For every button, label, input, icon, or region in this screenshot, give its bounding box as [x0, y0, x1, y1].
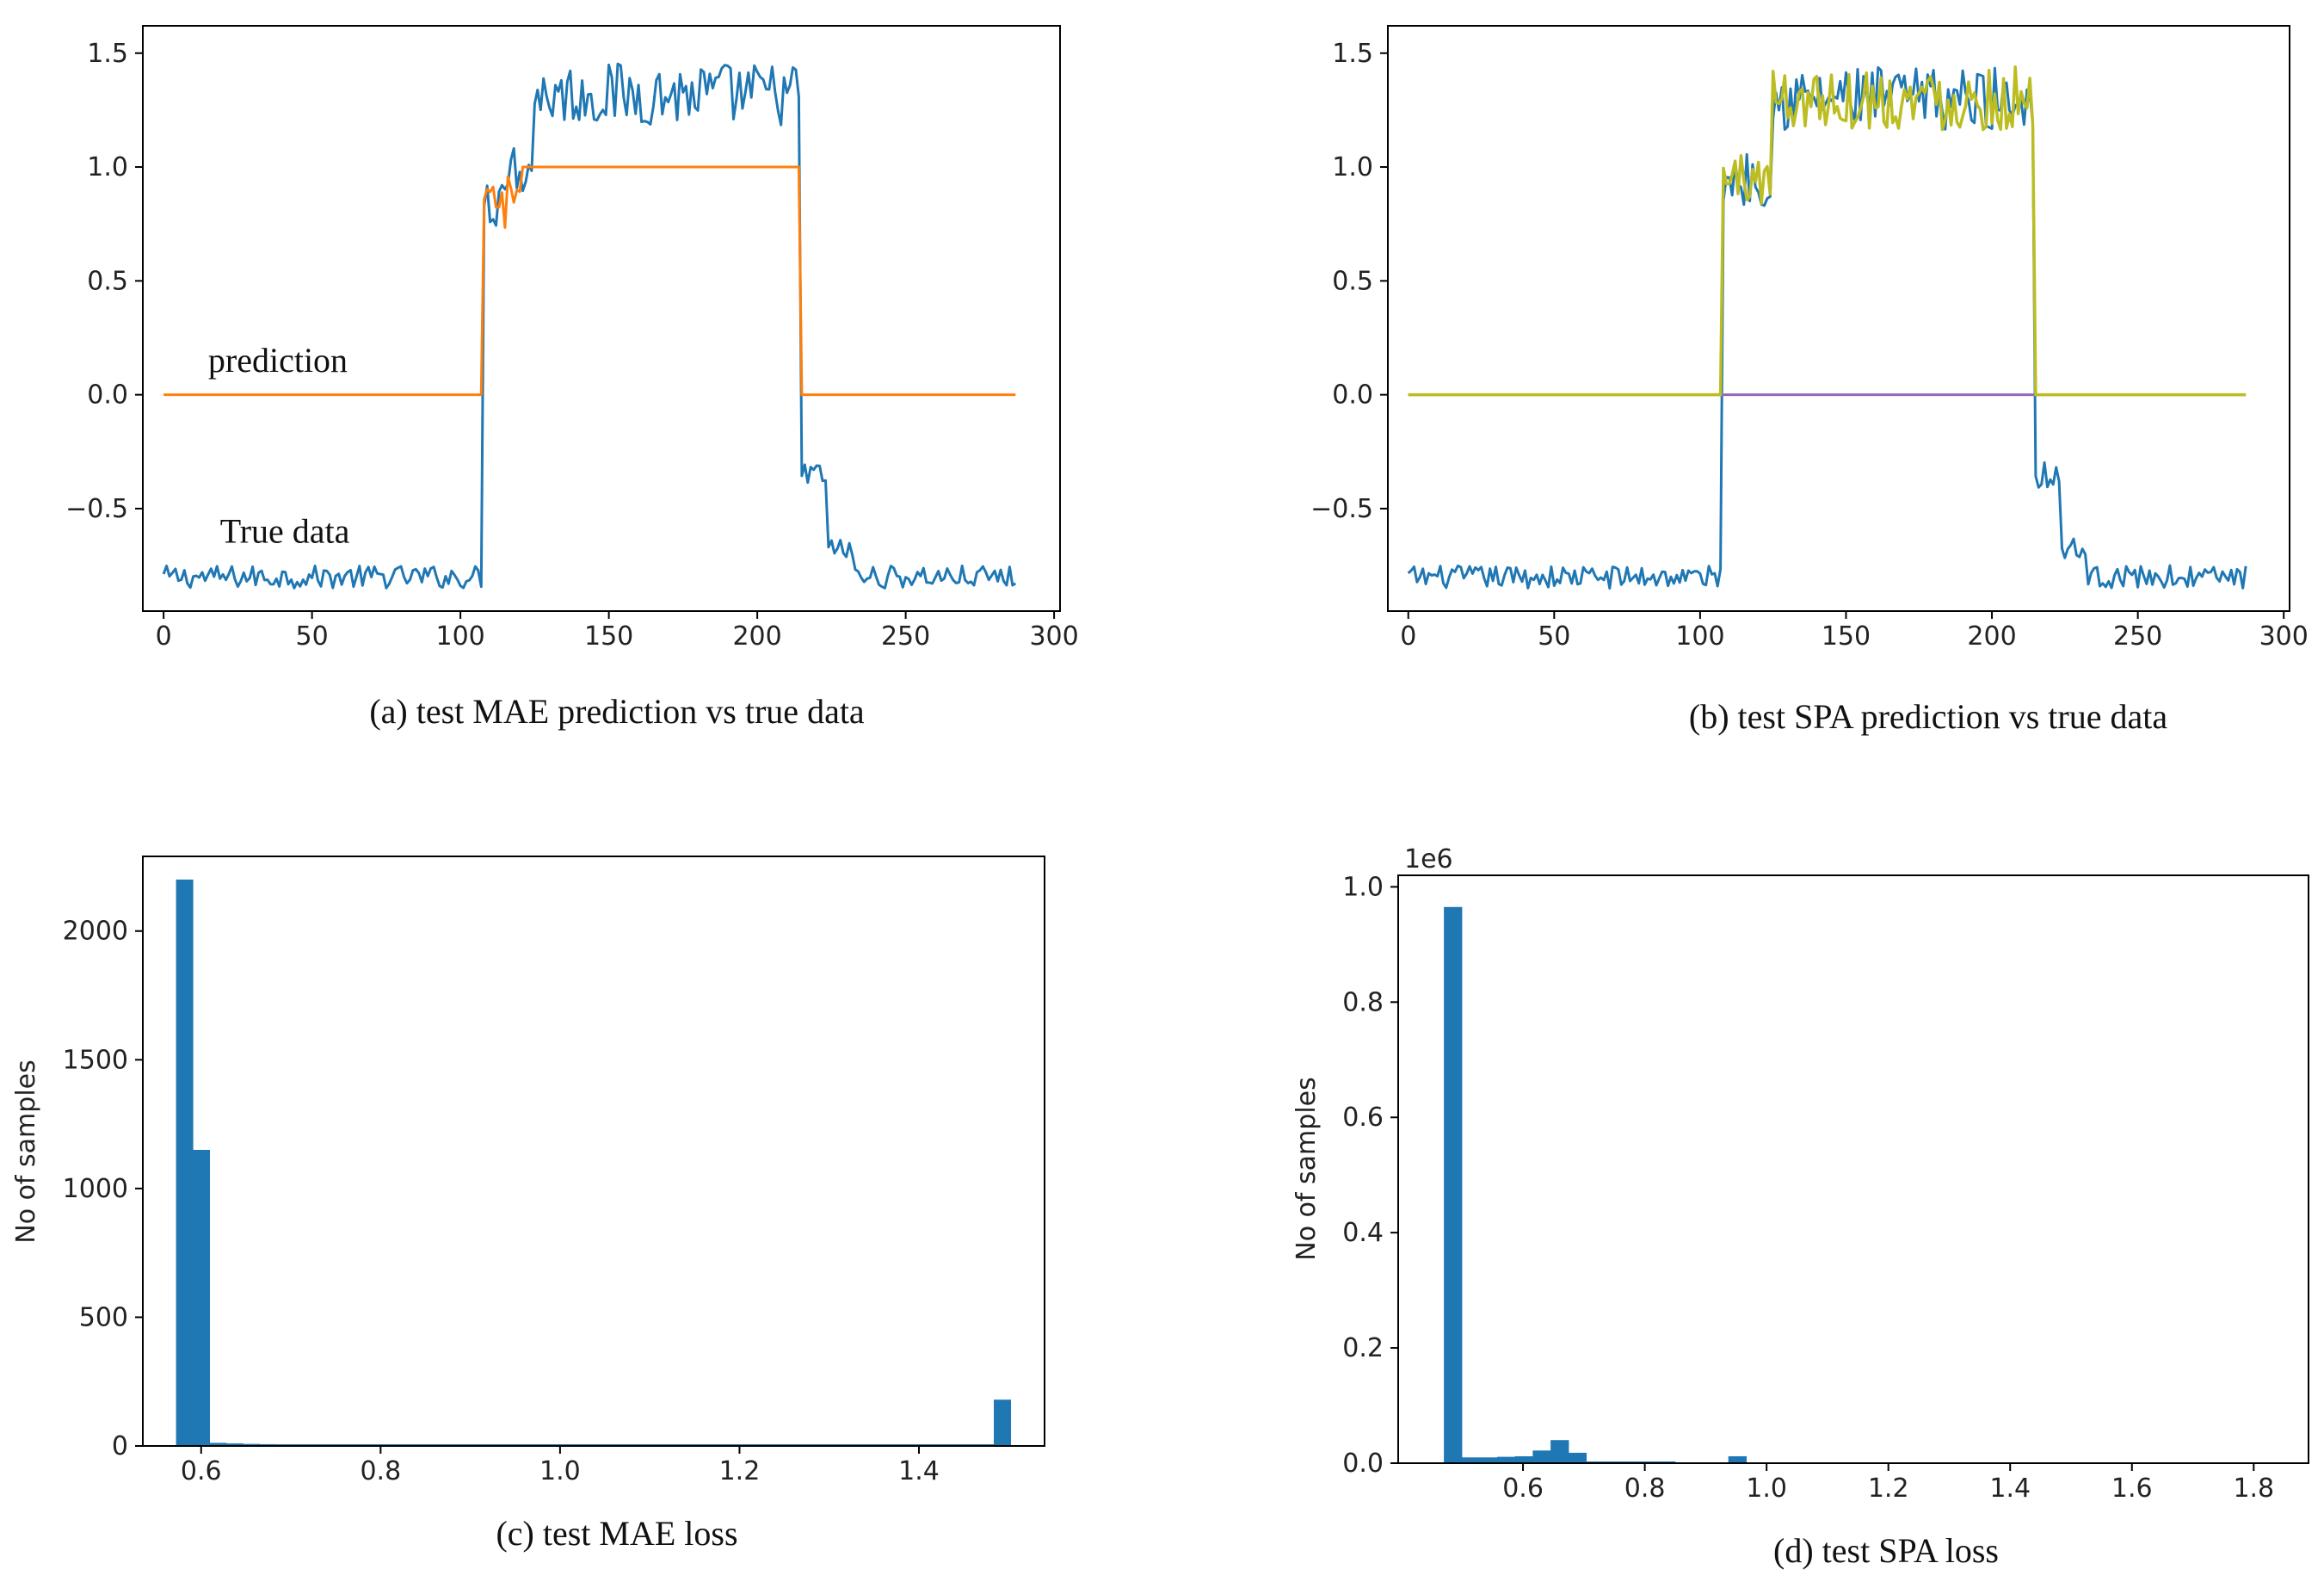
panel-c-histogram-bar [994, 1399, 1011, 1446]
panel-b-x-tick-label: 0 [1400, 621, 1416, 652]
panel-d-y-tick-label: 0.6 [1342, 1103, 1384, 1133]
panel-d-axes-frame [1397, 874, 2309, 1464]
panel-d-x-tick-label: 1.2 [1868, 1474, 1909, 1504]
panel-c-y-tick-label: 1500 [63, 1045, 128, 1075]
panel-d-x-tick-label: 1.0 [1746, 1474, 1787, 1504]
panel-a-annotation: True data [220, 512, 350, 551]
panel-b-y-tick-label: −0.5 [1310, 494, 1373, 524]
panel-d-histogram-bar [1532, 1450, 1551, 1463]
panel-a-x-tick-label: 100 [435, 621, 484, 652]
panel-b-axes-frame [1387, 25, 2290, 612]
panel-a-x-tick-label: 300 [1029, 621, 1078, 652]
panel-a-y-tick-label: 1.0 [87, 152, 128, 182]
panel-a-x-tick-label: 0 [156, 621, 172, 652]
panel-a-annotations: prediction True data [208, 341, 350, 550]
panel-c-y-tick-label: 500 [79, 1302, 128, 1332]
panel-d-y-axis: 0.0 0.2 0.4 0.6 0.8 1.0 [1342, 872, 1398, 1479]
panel-a-plot-area [162, 62, 1017, 590]
panel-c-caption: (c) test MAE loss [496, 1514, 737, 1553]
panel-d-histogram-bar [1550, 1440, 1569, 1463]
panel-c-mae-loss: 0.6 0.8 1.0 1.2 1.4 0 500 1000 1500 2000 No of s… [11, 856, 1045, 1553]
panel-a-annotation: prediction [208, 341, 348, 380]
panel-c-histogram-bar [209, 1443, 227, 1446]
panel-c-y-tick-label: 1000 [63, 1174, 128, 1204]
panel-b-plot-area [1407, 65, 2247, 590]
panel-c-x-tick-label: 0.8 [360, 1456, 401, 1486]
panel-b-x-tick-label: 50 [1538, 621, 1570, 652]
panel-c-histogram-bar [243, 1443, 261, 1446]
panel-a-x-tick-label: 250 [881, 621, 930, 652]
panel-a-caption: (a) test MAE prediction vs true data [369, 692, 865, 731]
panel-a-y-tick-label: 0.0 [87, 380, 128, 411]
panel-a-y-axis: −0.5 0.0 0.5 1.0 1.5 [65, 39, 143, 524]
panel-d-histogram-bar [1479, 1457, 1498, 1463]
panel-b-spa-prediction: 0 50 100 150 200 250 300 −0.5 0.0 0.5 1.0 1.5 (b) … [1310, 25, 2309, 736]
panel-d-x-tick-label: 1.4 [1989, 1474, 2031, 1504]
panel-d-histogram-bar [1514, 1456, 1533, 1463]
panel-d-y-tick-label: 1.0 [1342, 872, 1384, 902]
panel-b-x-tick-label: 300 [2259, 621, 2309, 652]
panel-d-x-tick-label: 0.8 [1624, 1474, 1666, 1504]
panel-b-y-tick-label: 1.0 [1332, 152, 1373, 182]
panel-d-histogram-bar [1497, 1456, 1516, 1463]
panel-c-histogram-bar [259, 1443, 277, 1446]
panel-c-y-axis-label: No of samples [11, 1060, 41, 1244]
panel-c-x-tick-label: 0.6 [181, 1456, 222, 1486]
panel-c-x-tick-label: 1.2 [719, 1456, 761, 1486]
panel-d-caption: (d) test SPA loss [1773, 1531, 1999, 1570]
panel-a-mae-prediction: 0 50 100 150 200 250 300 −0.5 0.0 0.5 1.0 1.5 pred… [65, 25, 1079, 731]
panel-b-series-prediction [1408, 65, 2247, 397]
panel-d-y-axis-label: No of samples [1291, 1077, 1322, 1261]
panel-a-y-tick-label: −0.5 [65, 494, 128, 524]
panel-b-series-true-data [1407, 65, 2247, 590]
panel-b-x-tick-label: 250 [2113, 621, 2162, 652]
panel-b-x-tick-label: 200 [1967, 621, 2016, 652]
panel-d-offset-text: 1e6 [1404, 844, 1453, 874]
panel-c-y-tick-label: 0 [112, 1431, 128, 1461]
panel-d-histogram-bar [1728, 1456, 1747, 1463]
panel-a-x-tick-label: 150 [584, 621, 633, 652]
panel-d-x-axis: 0.6 0.8 1.0 1.2 1.4 1.6 1.8 [1502, 1463, 2274, 1504]
panel-b-y-tick-label: 0.0 [1332, 380, 1373, 411]
panel-a-x-tick-label: 200 [732, 621, 781, 652]
panel-d-y-tick-label: 0.2 [1342, 1333, 1384, 1363]
panel-c-x-tick-label: 1.4 [898, 1456, 940, 1486]
panel-c-y-tick-label: 2000 [63, 917, 128, 947]
panel-b-x-tick-label: 100 [1675, 621, 1724, 652]
panel-d-x-tick-label: 0.6 [1502, 1474, 1544, 1504]
panel-c-y-axis: 0 500 1000 1500 2000 [63, 917, 143, 1461]
panel-c-axes-frame [142, 856, 1045, 1447]
panel-d-y-tick-label: 0.4 [1342, 1218, 1384, 1248]
panel-d-histogram-bar [1444, 906, 1463, 1463]
panel-c-x-tick-label: 1.0 [539, 1456, 581, 1486]
panel-b-x-axis: 0 50 100 150 200 250 300 [1400, 611, 2309, 652]
panel-d-histogram-bar [1568, 1452, 1587, 1463]
panel-c-histogram-bar [193, 1150, 210, 1446]
panel-a-axes-frame [142, 25, 1061, 612]
panel-a-x-axis: 0 50 100 150 200 250 300 [156, 611, 1079, 652]
panel-a-y-tick-label: 1.5 [87, 39, 128, 69]
panel-b-y-axis: −0.5 0.0 0.5 1.0 1.5 [1310, 39, 1388, 524]
panel-d-histogram-bar [1461, 1457, 1480, 1463]
panel-b-y-tick-label: 0.5 [1332, 266, 1373, 296]
panel-d-x-tick-label: 1.6 [2111, 1474, 2153, 1504]
panel-d-y-tick-label: 0.0 [1342, 1449, 1384, 1479]
panel-a-series-true-data [162, 62, 1017, 590]
panel-b-y-tick-label: 1.5 [1332, 39, 1373, 69]
panel-a-y-tick-label: 0.5 [87, 266, 128, 296]
panel-c-x-axis: 0.6 0.8 1.0 1.2 1.4 [181, 1446, 940, 1486]
panel-c-histogram-bar [176, 879, 194, 1446]
panel-a-x-tick-label: 50 [296, 621, 329, 652]
panel-b-caption: (b) test SPA prediction vs true data [1689, 697, 2167, 736]
panel-b-x-tick-label: 150 [1822, 621, 1871, 652]
panel-a-series-prediction [163, 165, 1016, 397]
panel-d-plot-area [1444, 906, 1747, 1463]
panel-c-histogram-bar [225, 1443, 243, 1446]
panel-d-y-tick-label: 0.8 [1342, 987, 1384, 1017]
panel-d-x-tick-label: 1.8 [2233, 1474, 2274, 1504]
panel-d-spa-loss: 0.6 0.8 1.0 1.2 1.4 1.6 1.8 0.0 0.2 0.4 0.6 0.8 1.0… [1291, 844, 2309, 1570]
